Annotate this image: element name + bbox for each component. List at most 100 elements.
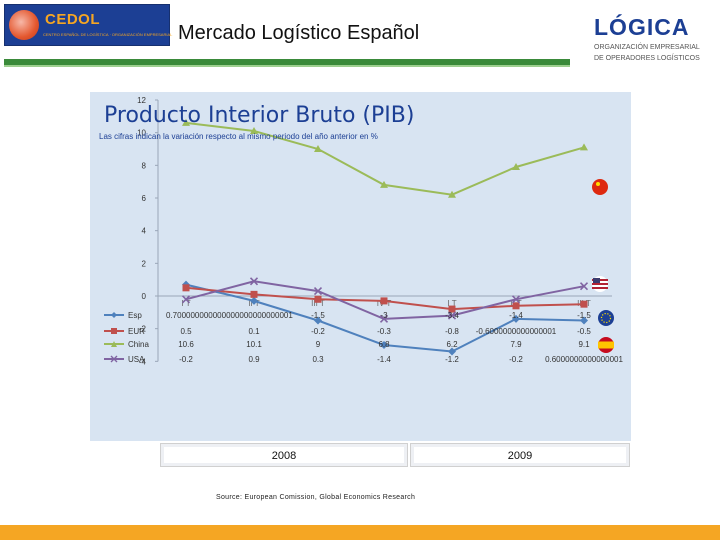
y-tick-label: 8 (142, 161, 147, 170)
cedol-logo: CEDOL CENTRO ESPAÑOL DE LOGÍSTICA · ORGA… (4, 4, 173, 46)
logica-logo: LÓGICA ORGANIZACIÓN EMPRESARIAL DE OPERA… (594, 14, 714, 70)
legend-label: Esp (128, 311, 142, 320)
table-cell: 0.9 (248, 355, 260, 364)
spain-flag-band (598, 341, 614, 349)
table-cell: -1.4 (377, 355, 391, 364)
series-usa (181, 277, 589, 323)
y-tick-label: 12 (137, 96, 146, 105)
data-point (512, 302, 520, 310)
data-point (380, 297, 388, 305)
data-point (512, 314, 520, 323)
chart-panel (90, 92, 631, 441)
table-cell: 0.1 (248, 327, 260, 336)
cedol-name: CEDOL (45, 11, 100, 28)
x-tick-label: I T (447, 299, 456, 308)
header: CEDOL CENTRO ESPAÑOL DE LOGÍSTICA · ORGA… (0, 0, 720, 70)
data-point (380, 180, 388, 188)
table-cell: -1.4 (509, 311, 523, 320)
data-point (447, 311, 457, 320)
eu-flag-stars (600, 312, 612, 324)
table-cell: 6.2 (446, 340, 458, 349)
legend-marker (111, 328, 117, 334)
cedol-logo-icon (9, 10, 39, 40)
header-divider-light (4, 65, 570, 67)
table-cell: -0.6000000000000001 (476, 327, 557, 336)
table-row-china: China 10.6 10.1 9 6.8 6.2 7.9 9.1 (104, 340, 590, 349)
data-point (182, 118, 190, 126)
usa-flag-stripe (592, 287, 608, 289)
data-point (250, 296, 258, 305)
x-tick-label: III T (311, 299, 325, 308)
data-point (580, 300, 588, 308)
data-point (580, 316, 588, 325)
table-cell: 0.5 (180, 327, 192, 336)
y-tick-label: 10 (137, 129, 146, 138)
data-point (181, 295, 191, 304)
data-point (249, 277, 259, 286)
usa-flag-canton (593, 278, 600, 283)
table-cell: -0.2 (509, 355, 523, 364)
china-flag-icon (592, 179, 608, 195)
table-cell: 0.700000000000000000000000001 (166, 311, 293, 320)
data-point (448, 347, 456, 356)
legend-marker (111, 312, 117, 318)
cedol-tagline: CENTRO ESPAÑOL DE LOGÍSTICA · ORGANIZACI… (43, 32, 173, 37)
table-cell: 0.3 (312, 355, 324, 364)
chart-title: Producto Interior Bruto (PIB) (104, 103, 415, 128)
table-cell: -0.2 (179, 355, 193, 364)
year-label-2009: 2009 (410, 443, 630, 467)
china-flag-star (596, 182, 600, 186)
data-point (250, 127, 258, 135)
footer-bar (0, 525, 720, 540)
y-tick-label: 2 (142, 259, 147, 268)
data-point (314, 295, 322, 303)
table-cell: 9 (316, 340, 321, 349)
spain-flag-icon (598, 337, 614, 353)
x-tick-label: I T (181, 299, 190, 308)
legend-label: EUR (128, 327, 145, 336)
y-tick-label: -2 (139, 325, 147, 334)
usa-flag-stripe (592, 283, 608, 285)
data-point (512, 162, 520, 170)
data-point (448, 305, 456, 313)
table-row-esp: Esp 0.700000000000000000000000001 -1.5 -3 -3… (104, 311, 591, 320)
eu-flag-icon (598, 310, 614, 326)
table-cell: 7.9 (510, 340, 522, 349)
legend-marker (110, 355, 118, 363)
usa-flag-icon (592, 276, 608, 292)
table-cell: -0.8 (445, 327, 459, 336)
flags (592, 179, 614, 353)
table-cell: -3 (380, 311, 388, 320)
data-point (511, 295, 521, 304)
legend-marker (111, 341, 117, 347)
table-cell: -3.4 (445, 311, 459, 320)
table-row-eur: EUR 0.5 0.1 -0.2 -0.3 -0.8 -0.6000000000000001… (104, 327, 591, 336)
y-tick-label: 6 (142, 194, 147, 203)
y-axis: 12 10 8 6 4 2 0 -2 -4 (137, 96, 159, 366)
table-cell: 0.6000000000000001 (545, 355, 623, 364)
source-note: Source: European Comission, Global Econo… (216, 494, 416, 501)
page-title: Mercado Logístico Español (178, 22, 420, 44)
data-point (314, 316, 322, 325)
y-tick-label: -4 (139, 357, 147, 366)
table-cell: 10.1 (246, 340, 262, 349)
data-point (580, 143, 588, 151)
table-cell: 9.1 (578, 340, 590, 349)
series-eur (182, 284, 588, 313)
data-table: Esp 0.700000000000000000000000001 -1.5 -3 -3… (104, 311, 623, 364)
header-divider (4, 59, 570, 65)
legend-label: China (128, 340, 149, 349)
logica-tagline-1: ORGANIZACIÓN EMPRESARIAL (594, 44, 700, 51)
table-cell: -1.5 (577, 311, 591, 320)
table-cell: -1.5 (311, 311, 325, 320)
table-cell: 6.8 (378, 340, 390, 349)
y-tick-label: 4 (142, 227, 147, 236)
logica-name: LÓGICA (594, 14, 690, 40)
series-china (182, 118, 588, 198)
series-layer (181, 118, 589, 356)
table-cell: 10.6 (178, 340, 194, 349)
data-point (579, 282, 589, 291)
table-cell: -0.5 (577, 327, 591, 336)
table-cell: -0.3 (377, 327, 391, 336)
